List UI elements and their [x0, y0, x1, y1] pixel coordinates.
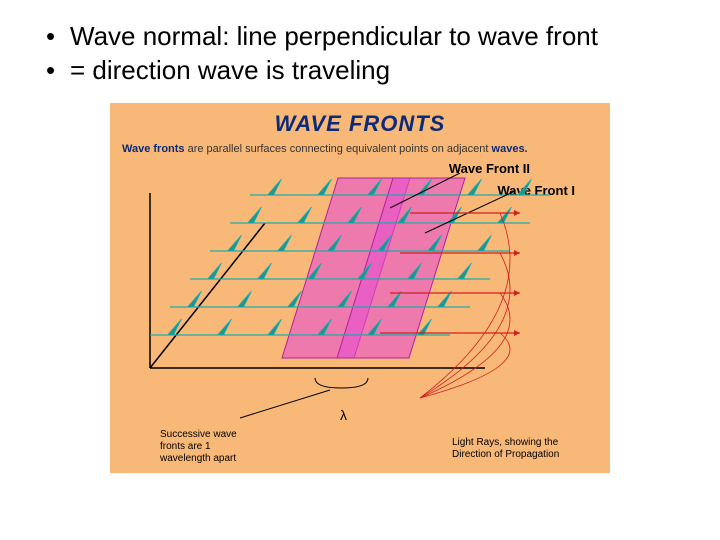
subtitle-text: are parallel surfaces connecting equival…	[185, 143, 492, 155]
bullet-item: = direction wave is traveling	[40, 54, 680, 88]
lambda-label: λ	[340, 407, 347, 423]
bullet-item: Wave normal: line perpendicular to wave …	[40, 20, 680, 54]
diagram-subtitle: Wave fronts are parallel surfaces connec…	[118, 143, 602, 155]
wave-diagram-svg	[120, 173, 600, 433]
diagram-title: WAVE FRONTS	[118, 111, 602, 137]
successive-caption: Successive wave fronts are 1 wavelength …	[160, 429, 260, 465]
subtitle-highlight: waves.	[492, 143, 528, 155]
subtitle-highlight: Wave fronts	[122, 143, 185, 155]
wave-fronts-diagram: WAVE FRONTS Wave fronts are parallel sur…	[110, 103, 610, 473]
rays-caption: Light Rays, showing the Direction of Pro…	[452, 437, 592, 461]
bullet-list: Wave normal: line perpendicular to wave …	[40, 20, 680, 88]
